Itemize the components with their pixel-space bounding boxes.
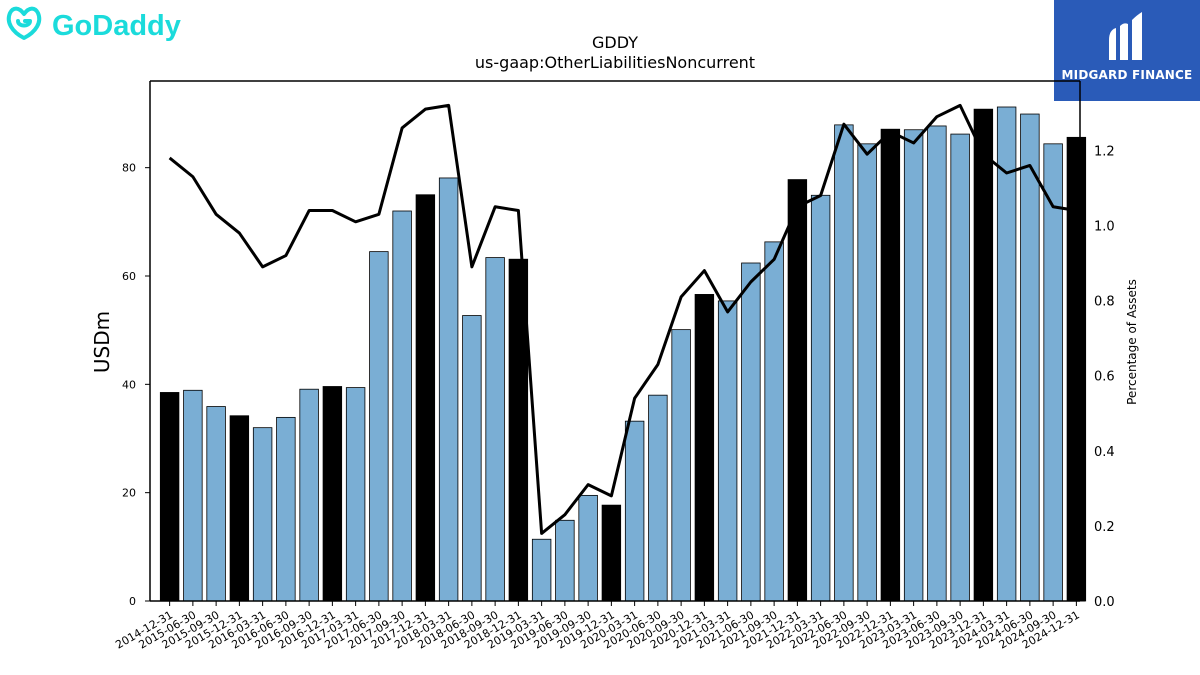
bar-2023-09-30 (950, 133, 970, 602)
bar-2015-06-30 (183, 389, 203, 602)
y-axis-label: USDm (90, 311, 114, 373)
bar-2017-06-30 (369, 251, 389, 602)
y2-tick-label-0.2: 0.2 (1094, 520, 1115, 535)
y-tick-label-0: 0 (129, 595, 136, 608)
y2-tick-label-1.2: 1.2 (1094, 144, 1115, 159)
y2-tick-label-0.4: 0.4 (1094, 445, 1115, 460)
bar-2020-03-31 (624, 420, 645, 602)
y2-tick-label-1: 1.0 (1094, 220, 1115, 235)
plot-area: 0204060800.00.20.40.60.81.01.22014-12-31… (113, 80, 1115, 652)
bar-2021-09-30 (764, 241, 784, 602)
bar-2020-06-30 (648, 394, 668, 602)
chart-subtitle: us-gaap:OtherLiabilitiesNoncurrent (475, 53, 755, 72)
midgard-finance-logo-text: MIDGARD FINANCE (1061, 68, 1193, 82)
bar-2024-03-31 (996, 106, 1017, 602)
bar-2022-03-31 (810, 194, 831, 602)
bar-2023-06-30 (927, 125, 947, 602)
y-tick-label-80: 80 (122, 162, 136, 175)
bar-2016-12-31 (322, 386, 343, 602)
percentage-line (168, 103, 1077, 535)
bar-2024-09-30 (1043, 143, 1063, 602)
bar-2022-12-31 (880, 128, 901, 602)
bar-2019-12-31 (601, 504, 622, 602)
bar-2024-06-30 (1020, 113, 1040, 602)
bar-2023-12-31 (973, 108, 994, 602)
midgard-finance-logo: MIDGARD FINANCE (1054, 0, 1200, 101)
bar-2018-06-30 (462, 315, 482, 602)
y-tick-label-60: 60 (122, 270, 136, 283)
y2-tick-label-0.8: 0.8 (1094, 295, 1115, 310)
bar-2019-03-31 (531, 538, 552, 602)
bar-2019-09-30 (578, 494, 598, 602)
bar-2019-06-30 (555, 519, 575, 602)
y2-tick-label-0.6: 0.6 (1094, 370, 1115, 385)
bar-2016-06-30 (276, 416, 296, 602)
bar-2018-09-30 (485, 257, 505, 602)
bar-2018-03-31 (438, 177, 459, 602)
bar-2021-03-31 (717, 300, 738, 602)
y2-axis-label: Percentage of Assets (1125, 279, 1139, 405)
bar-2022-09-30 (857, 143, 877, 602)
bar-2020-12-31 (694, 294, 715, 602)
y-tick-label-20: 20 (122, 487, 136, 500)
bar-2021-12-31 (787, 179, 808, 602)
y-tick-label-40: 40 (122, 378, 136, 391)
bar-2020-09-30 (671, 329, 691, 602)
y2-tick-label-0: 0.0 (1094, 595, 1115, 610)
bar-2023-03-31 (903, 129, 924, 602)
bar-2016-03-31 (252, 427, 273, 602)
chart-title: GDDY (592, 33, 638, 52)
bar-2017-03-31 (345, 387, 366, 602)
bar-2017-12-31 (415, 194, 436, 602)
bar-2024-12-31 (1066, 136, 1087, 602)
bar-2014-12-31 (159, 392, 180, 602)
bar-2015-09-30 (206, 406, 226, 602)
bar-2017-09-30 (392, 210, 412, 602)
godaddy-logo: GoDaddy (4, 4, 194, 44)
bar-2022-06-30 (834, 124, 854, 602)
bar-2015-12-31 (229, 415, 250, 602)
bar-2021-06-30 (741, 262, 761, 602)
godaddy-logo-text: GoDaddy (52, 10, 181, 42)
bar-2016-09-30 (299, 388, 319, 602)
